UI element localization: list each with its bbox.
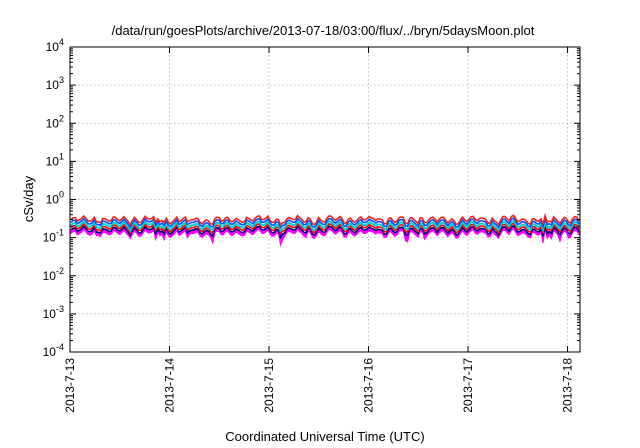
series-line <box>70 224 580 240</box>
y-tick-label: 103 <box>46 75 64 92</box>
series-line <box>70 217 580 234</box>
series-line <box>70 212 580 227</box>
x-axis: 2013-7-13 2013-7-14 2013-7-15 2013-7-16 2013… <box>63 47 575 413</box>
y-tick-label: 102 <box>46 113 64 130</box>
y-tick-label: 10-1 <box>43 228 64 245</box>
y-tick-label: 10-4 <box>43 342 64 359</box>
x-tick-label: 2013-7-16 <box>362 358 376 413</box>
grid-lines <box>70 47 580 352</box>
x-tick-label: 2013-7-13 <box>63 358 77 413</box>
x-tick-label: 2013-7-17 <box>461 358 475 413</box>
series-group <box>70 212 580 247</box>
y-tick-label: 101 <box>46 151 64 168</box>
x-tick-label: 2013-7-15 <box>262 358 276 413</box>
y-tick-label: 100 <box>46 190 64 207</box>
x-tick-label: 2013-7-14 <box>163 358 177 413</box>
x-tick-label: 2013-7-18 <box>561 358 575 413</box>
y-tick-label: 10-2 <box>43 266 64 283</box>
y-tick-label: 10-3 <box>43 304 64 321</box>
y-axis-label: cSv/day <box>21 175 36 222</box>
y-axis: 10-4 10-3 10-2 10-1 100 101 102 103 104 <box>43 37 580 359</box>
series-line <box>70 215 580 230</box>
x-axis-label: Coordinated Universal Time (UTC) <box>225 429 424 444</box>
series-line <box>70 220 580 235</box>
chart-title: /data/run/goesPlots/archive/2013-07-18/0… <box>112 23 535 38</box>
y-tick-label: 104 <box>46 37 64 54</box>
